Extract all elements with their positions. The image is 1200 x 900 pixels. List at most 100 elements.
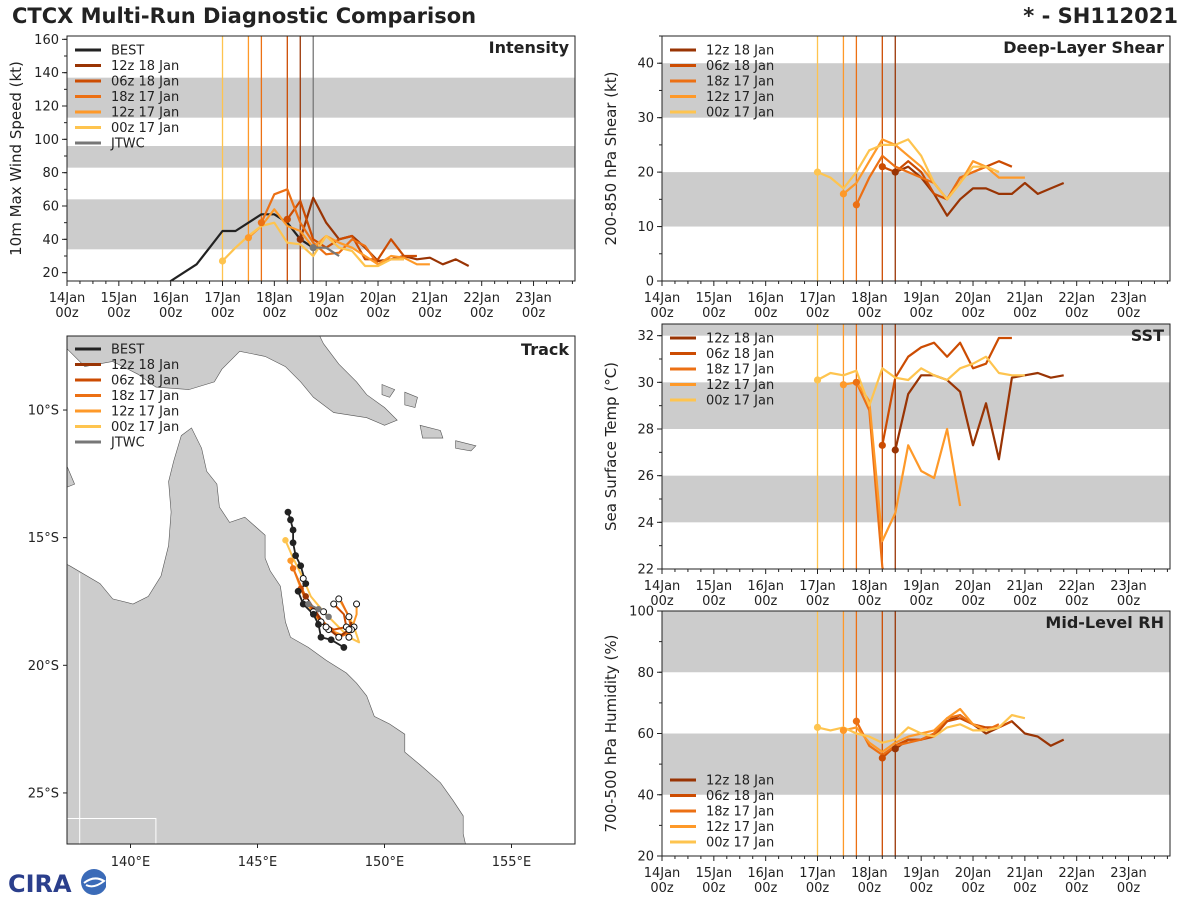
cira-logo: CIRA <box>8 869 106 898</box>
legend-label: 12z 17 Jan <box>706 378 774 393</box>
best-track-point <box>327 636 335 644</box>
legend-label: 18z 17 Jan <box>706 363 774 378</box>
best-track-point <box>289 526 297 534</box>
x-tick-label-date: 22Jan <box>1058 579 1095 594</box>
y-tick-label: 26 <box>637 469 654 484</box>
legend-label: 12z 17 Jan <box>706 90 774 105</box>
best-track-point <box>287 516 294 524</box>
best-track-point <box>299 600 307 608</box>
x-tick-label-date: 18Jan <box>851 866 888 881</box>
x-tick-label-hour: 00z <box>1013 306 1037 321</box>
y-tick-label: 22 <box>637 563 654 578</box>
lon-label: 155°E <box>492 855 532 870</box>
series-line <box>221 221 404 268</box>
x-tick-label-date: 22Jan <box>1058 866 1095 881</box>
track-point <box>345 633 353 641</box>
y-tick-label: 0 <box>646 275 654 290</box>
panel-sst: 22242628303214Jan00z15Jan00z16Jan00z17Ja… <box>602 323 1171 609</box>
panel-rh: 2040608010014Jan00z15Jan00z16Jan00z17Jan… <box>602 605 1171 896</box>
series-line <box>817 713 1026 744</box>
x-tick-label-hour: 00z <box>1065 306 1089 321</box>
x-tick-label-hour: 00z <box>314 306 338 321</box>
y-tick-label: 30 <box>637 376 654 391</box>
y-tick-label: 30 <box>637 111 654 126</box>
init-marker <box>878 163 886 171</box>
y-tick-label: 20 <box>637 850 654 865</box>
x-tick-label-date: 21Jan <box>1007 291 1044 306</box>
x-tick-label-date: 20Jan <box>360 291 397 306</box>
legend-label: 00z 17 Jan <box>111 121 179 136</box>
legend-label: JTWC <box>110 436 145 451</box>
init-marker <box>852 201 860 209</box>
x-tick-label-date: 23Jan <box>515 291 552 306</box>
init-marker <box>839 381 848 389</box>
init-marker <box>296 235 304 243</box>
track-start-point <box>287 557 294 564</box>
track-point <box>330 600 338 608</box>
series-line <box>881 336 1012 446</box>
figure-title: CTCX Multi-Run Diagnostic Comparison <box>12 4 477 28</box>
lon-label: 140°E <box>111 855 151 870</box>
track-line <box>299 588 348 631</box>
legend-label: 06z 18 Jan <box>111 75 179 90</box>
y-tick-label: 60 <box>637 727 654 742</box>
panel-title: Track <box>521 340 569 359</box>
init-marker <box>878 754 886 762</box>
legend-label: 12z 18 Jan <box>111 59 179 74</box>
x-tick-label-date: 22Jan <box>1058 291 1095 306</box>
best-track-point <box>294 587 302 595</box>
cira-swirl-icon <box>83 877 106 888</box>
legend-label: 12z 18 Jan <box>706 44 774 59</box>
init-marker <box>813 168 822 176</box>
best-track-point <box>309 610 317 618</box>
x-tick-label-hour: 00z <box>754 306 778 321</box>
island <box>455 440 477 452</box>
x-tick-label-date: 17Jan <box>799 866 836 881</box>
series-line <box>843 381 962 543</box>
x-tick-label-hour: 00z <box>1117 881 1141 896</box>
cira-globe-icon <box>81 869 106 895</box>
shaded-band <box>662 382 1170 429</box>
x-tick-label-hour: 00z <box>858 881 882 896</box>
legend-label: 12z 17 Jan <box>111 405 179 420</box>
track-point <box>345 626 353 634</box>
legend-label: 18z 17 Jan <box>111 90 179 105</box>
panel-title: Intensity <box>489 38 570 57</box>
legend-label: BEST <box>111 44 144 59</box>
series-line <box>817 138 1000 201</box>
panel-track: 140°E 145°E 150°E 155°E 10°S 15°S 20°S 25°S Trac… <box>28 335 576 870</box>
x-tick-label-date: 19Jan <box>308 291 345 306</box>
y-tick-label: 100 <box>34 133 59 148</box>
series-line <box>816 355 1025 407</box>
x-tick-label-hour: 00z <box>754 881 778 896</box>
lat-label: 20°S <box>28 659 59 674</box>
best-track-point <box>340 644 348 651</box>
x-tick-label-hour: 00z <box>1065 594 1089 609</box>
legend-label: 06z 18 Jan <box>111 374 179 389</box>
x-tick-label-hour: 00z <box>754 594 778 609</box>
track-start-point <box>289 565 297 572</box>
plot-area <box>662 36 1170 281</box>
australia-landmass <box>67 427 466 844</box>
series-line <box>247 208 430 266</box>
y-tick-label: 100 <box>629 605 654 620</box>
shaded-band <box>67 146 575 168</box>
init-marker <box>309 244 317 252</box>
x-tick-label-date: 17Jan <box>799 579 836 594</box>
y-tick-label: 80 <box>42 166 59 181</box>
x-tick-label-date: 16Jan <box>152 291 189 306</box>
init-marker <box>839 190 848 198</box>
best-track-point <box>284 508 292 516</box>
legend-label: 12z 17 Jan <box>706 820 774 835</box>
y-axis-label: 200-850 hPa Shear (kt) <box>602 72 620 246</box>
x-tick-label-date: 14Jan <box>644 291 681 306</box>
island <box>381 384 396 398</box>
x-tick-label-date: 14Jan <box>644 866 681 881</box>
x-tick-label-date: 18Jan <box>256 291 293 306</box>
x-tick-label-date: 15Jan <box>101 291 138 306</box>
init-marker <box>813 376 822 384</box>
x-tick-label-hour: 00z <box>1013 881 1037 896</box>
